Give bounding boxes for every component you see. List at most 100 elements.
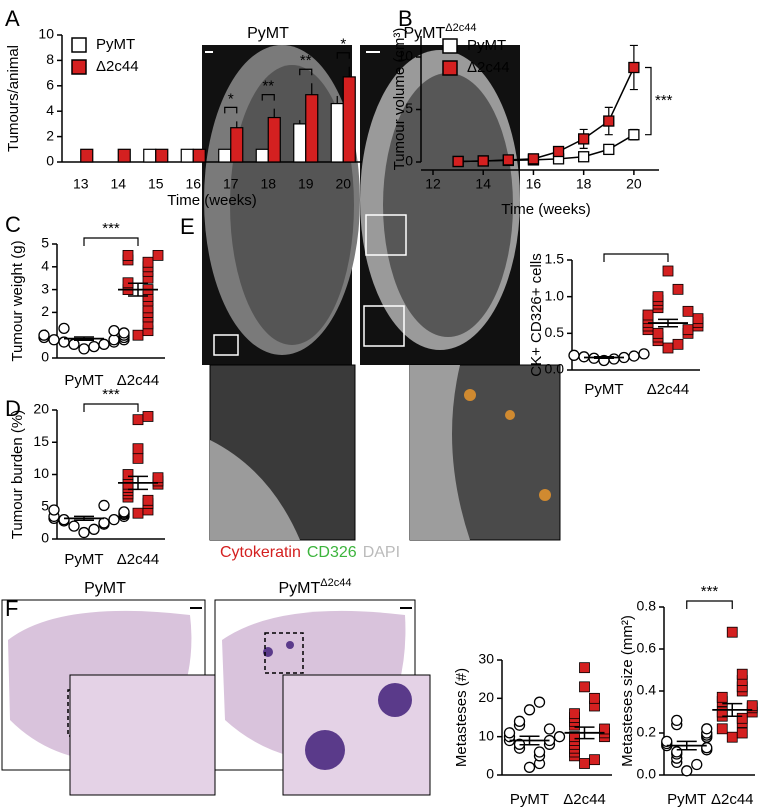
point <box>513 715 526 727</box>
y-axis-label: Metasteses (#) <box>453 668 470 767</box>
marker <box>452 155 464 168</box>
y-tick-label: 2 <box>46 127 54 143</box>
point <box>736 727 748 739</box>
point <box>662 265 674 277</box>
point <box>88 523 100 535</box>
x-tick-label: 20 <box>335 176 351 192</box>
y-tick-label: 0 <box>46 153 54 169</box>
point <box>682 305 694 317</box>
point <box>716 691 728 703</box>
significance-bracket <box>336 52 350 59</box>
point <box>628 350 640 362</box>
point <box>589 692 600 704</box>
x-tick-label: Δ2c44 <box>711 791 754 808</box>
panel-letter: E <box>180 214 195 239</box>
point <box>638 348 650 360</box>
point <box>682 324 694 336</box>
point <box>78 526 90 539</box>
y-axis-label: Tumour weight (g) <box>9 240 26 361</box>
point <box>58 322 70 335</box>
point <box>716 706 728 718</box>
point <box>691 758 703 771</box>
marker <box>628 61 640 74</box>
significance-bracket <box>83 237 139 246</box>
legend-swatch <box>71 37 87 53</box>
point <box>652 327 664 339</box>
bar <box>293 123 307 163</box>
y-tick-label: 20 <box>33 401 49 417</box>
point <box>48 334 60 346</box>
point <box>142 411 154 422</box>
point <box>672 338 684 350</box>
significance-label: * <box>228 90 234 107</box>
x-tick-label: Δ2c44 <box>117 372 160 389</box>
y-tick-label: 10 <box>397 48 413 64</box>
y-tick-label: 0.4 <box>637 682 657 698</box>
x-tick-label: PyMT <box>64 372 103 389</box>
point <box>98 517 110 529</box>
y-tick-label: 20 <box>478 689 494 705</box>
legend-label: PyMT <box>96 36 135 53</box>
marker <box>552 145 565 158</box>
x-tick-label: PyMT <box>584 381 623 398</box>
point <box>642 309 654 321</box>
sem-bar <box>594 356 614 360</box>
sem-bar <box>128 282 148 297</box>
sem-bar <box>676 740 697 751</box>
panel-letter: A <box>5 6 20 31</box>
y-axis-label: Metasteses size (mm²) <box>619 615 636 767</box>
micrograph-e <box>202 45 561 541</box>
y-tick-label: 10 <box>38 26 54 42</box>
image-title: PyMTΔ2c44 <box>404 22 477 42</box>
point <box>672 283 684 295</box>
y-axis-label: CK+ CD326+ cells <box>528 253 545 376</box>
y-tick-label: 6 <box>46 77 54 93</box>
significance-bracket <box>645 66 652 136</box>
x-tick-label: PyMT <box>64 551 103 568</box>
significance-label: *** <box>102 220 120 237</box>
point <box>681 765 693 777</box>
stain-legend: Cytokeratin CD326 DAPI <box>220 544 400 561</box>
y-tick-label: 0.2 <box>637 724 657 740</box>
y-tick-label: 1.0 <box>545 287 565 303</box>
point <box>726 626 738 638</box>
point <box>599 723 610 735</box>
x-axis-label: Time (weeks) <box>167 192 256 209</box>
point <box>568 349 580 361</box>
x-tick-label: Δ2c44 <box>117 551 160 568</box>
point <box>736 712 748 724</box>
significance-bracket <box>299 68 313 76</box>
point <box>152 249 164 261</box>
point <box>523 761 536 773</box>
significance-label: * <box>340 36 346 53</box>
sem-bar <box>574 726 595 740</box>
point <box>569 731 580 743</box>
sem-bar <box>128 475 148 491</box>
y-tick-label: 0.6 <box>637 640 657 656</box>
stain-label: CD326 <box>307 544 357 561</box>
legend-label: PyMT <box>467 37 506 54</box>
significance-label: *** <box>701 583 719 600</box>
y-tick-label: 0.8 <box>637 598 657 614</box>
bar <box>255 148 269 163</box>
bar <box>218 148 232 163</box>
point <box>132 452 144 464</box>
legend-swatch <box>442 60 458 76</box>
sem-bar <box>74 336 94 341</box>
x-tick-label: Δ2c44 <box>563 791 606 808</box>
point <box>671 714 683 727</box>
legend-label: Δ2c44 <box>467 59 510 76</box>
point <box>68 520 80 532</box>
y-tick-label: 5 <box>41 497 49 513</box>
point <box>132 414 144 426</box>
y-tick-label: 5 <box>405 100 413 116</box>
x-tick-label: 20 <box>626 176 642 192</box>
significance-bracket <box>83 403 139 412</box>
point <box>543 723 556 735</box>
y-axis-label: Tumours/animal <box>5 45 22 152</box>
bar <box>180 148 194 163</box>
point <box>533 696 546 708</box>
significance-label: ** <box>300 52 312 69</box>
bar <box>330 102 344 163</box>
